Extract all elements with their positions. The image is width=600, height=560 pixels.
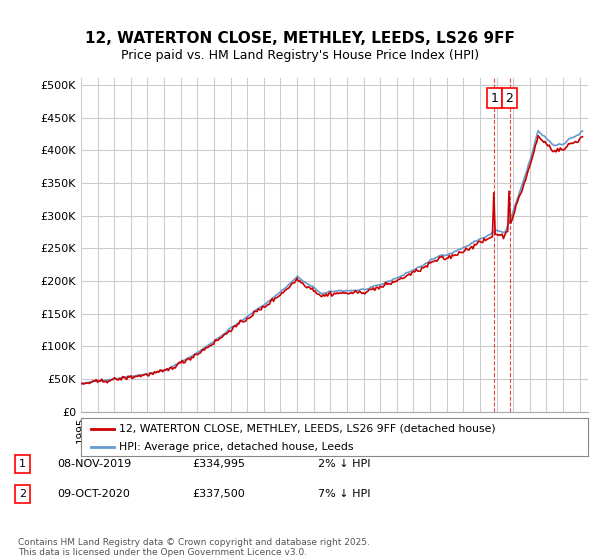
Text: Price paid vs. HM Land Registry's House Price Index (HPI): Price paid vs. HM Land Registry's House … — [121, 49, 479, 62]
Text: 12, WATERTON CLOSE, METHLEY, LEEDS, LS26 9FF: 12, WATERTON CLOSE, METHLEY, LEEDS, LS26… — [85, 31, 515, 46]
Text: £337,500: £337,500 — [192, 489, 245, 499]
Text: 1: 1 — [490, 91, 498, 105]
Text: 09-OCT-2020: 09-OCT-2020 — [57, 489, 130, 499]
Text: 12, WATERTON CLOSE, METHLEY, LEEDS, LS26 9FF (detached house): 12, WATERTON CLOSE, METHLEY, LEEDS, LS26… — [119, 424, 496, 434]
Text: HPI: Average price, detached house, Leeds: HPI: Average price, detached house, Leed… — [119, 442, 353, 452]
Text: £334,995: £334,995 — [192, 459, 245, 469]
Text: 1: 1 — [19, 459, 26, 469]
Text: 08-NOV-2019: 08-NOV-2019 — [57, 459, 131, 469]
Text: Contains HM Land Registry data © Crown copyright and database right 2025.
This d: Contains HM Land Registry data © Crown c… — [18, 538, 370, 557]
Text: 2% ↓ HPI: 2% ↓ HPI — [318, 459, 371, 469]
Text: 7% ↓ HPI: 7% ↓ HPI — [318, 489, 371, 499]
Text: 2: 2 — [19, 489, 26, 499]
Text: 2: 2 — [506, 91, 514, 105]
